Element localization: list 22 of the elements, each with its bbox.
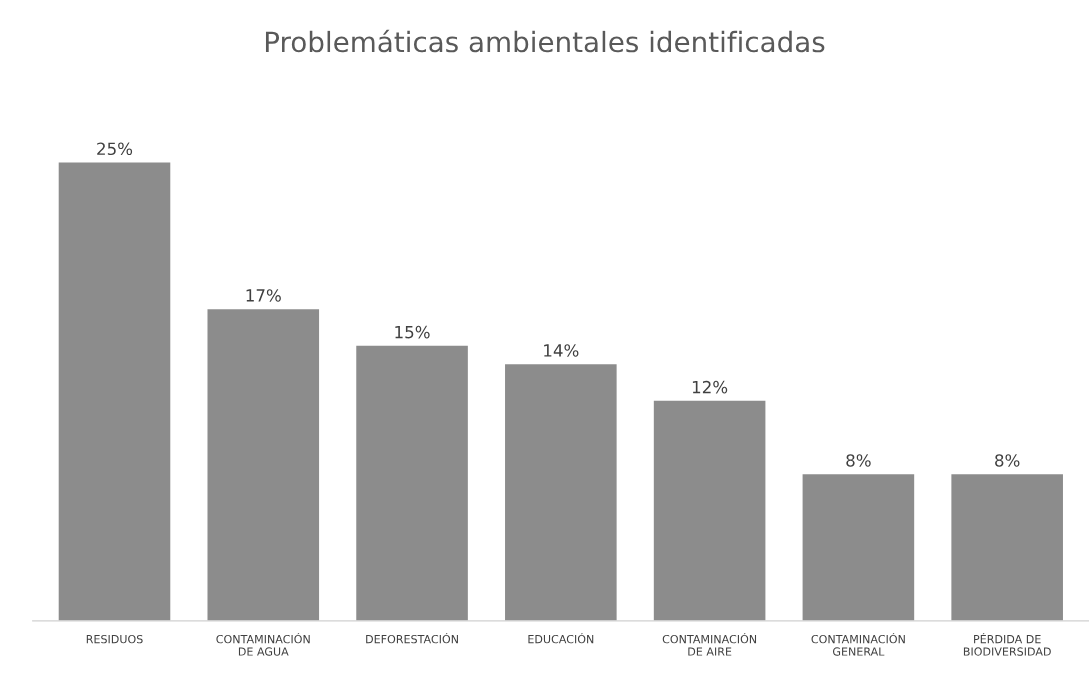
x-tick-label: CONTAMINACIÓN DE AIRE bbox=[662, 632, 757, 656]
x-tick-label: DEFORESTACIÓN bbox=[366, 632, 458, 644]
data-label: 14% bbox=[544, 344, 579, 357]
bar bbox=[207, 309, 320, 621]
bar bbox=[951, 474, 1063, 621]
data-label: 17% bbox=[246, 289, 281, 302]
bar bbox=[58, 162, 171, 621]
data-label: 25% bbox=[97, 142, 133, 156]
x-tick-label: EDUCACIÓN bbox=[528, 632, 594, 644]
x-tick-label: CONTAMINACIÓN DE AGUA bbox=[216, 632, 310, 656]
bar bbox=[653, 400, 766, 621]
data-label: 12% bbox=[692, 380, 728, 394]
data-label: 8% bbox=[995, 454, 1020, 467]
x-tick-label: PÉRDIDA DE BIODIVERSIDAD bbox=[963, 632, 1051, 656]
data-label: 8% bbox=[846, 454, 871, 467]
data-label: 15% bbox=[395, 325, 430, 339]
bar bbox=[505, 364, 617, 621]
chart-title: Problemáticas ambientales identificadas bbox=[265, 29, 825, 53]
bar bbox=[356, 345, 468, 621]
x-tick-label: RESIDUOS bbox=[86, 634, 143, 644]
x-tick-label: CONTAMINACIÓN GENERAL bbox=[811, 632, 905, 656]
bar bbox=[802, 474, 915, 621]
